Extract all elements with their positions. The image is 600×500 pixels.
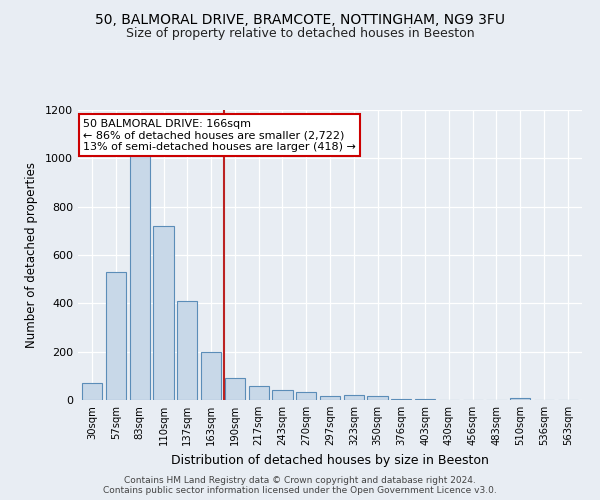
Text: 50 BALMORAL DRIVE: 166sqm
← 86% of detached houses are smaller (2,722)
13% of se: 50 BALMORAL DRIVE: 166sqm ← 86% of detac… — [83, 118, 356, 152]
Text: Size of property relative to detached houses in Beeston: Size of property relative to detached ho… — [125, 28, 475, 40]
Bar — [130, 156, 150, 400]
Text: 50, BALMORAL DRIVE, BRAMCOTE, NOTTINGHAM, NG9 3FU: 50, BALMORAL DRIVE, BRAMCOTE, NOTTINGHAM… — [95, 12, 505, 26]
Bar — [344, 395, 364, 400]
Bar — [367, 396, 388, 400]
Bar — [248, 386, 269, 400]
X-axis label: Distribution of detached houses by size in Beeston: Distribution of detached houses by size … — [171, 454, 489, 466]
Bar — [82, 383, 103, 400]
Bar — [391, 399, 412, 400]
Bar — [177, 301, 197, 400]
Y-axis label: Number of detached properties: Number of detached properties — [25, 162, 38, 348]
Bar — [296, 392, 316, 400]
Bar — [225, 378, 245, 400]
Bar — [272, 390, 293, 400]
Bar — [201, 352, 221, 400]
Bar — [320, 396, 340, 400]
Bar — [154, 226, 173, 400]
Bar — [510, 398, 530, 400]
Text: Contains public sector information licensed under the Open Government Licence v3: Contains public sector information licen… — [103, 486, 497, 495]
Bar — [106, 272, 126, 400]
Text: Contains HM Land Registry data © Crown copyright and database right 2024.: Contains HM Land Registry data © Crown c… — [124, 476, 476, 485]
